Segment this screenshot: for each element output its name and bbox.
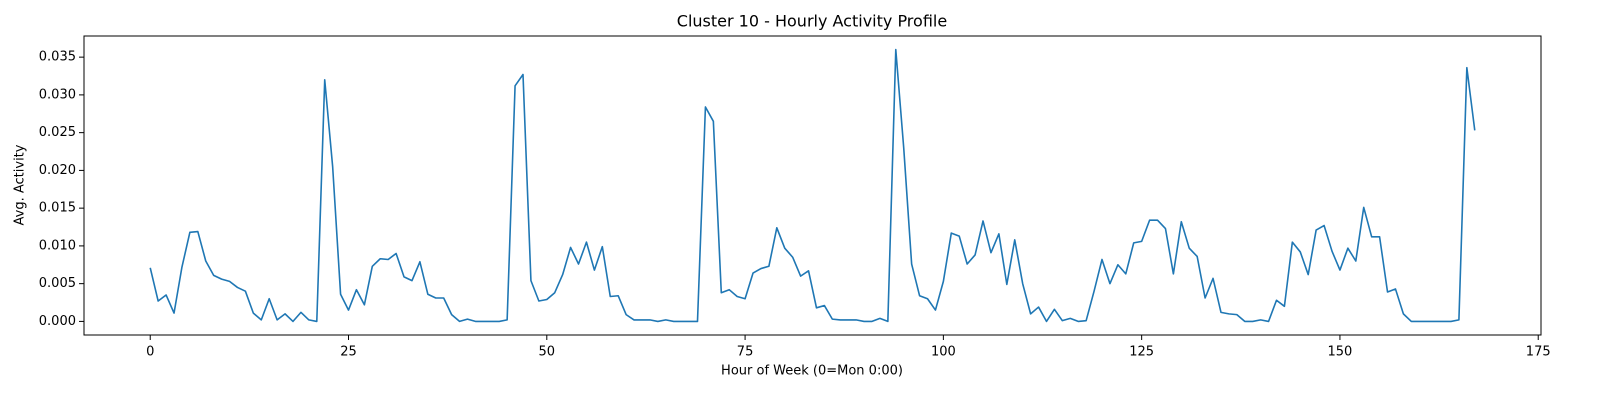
y-tick-label: 0.015 xyxy=(39,201,76,216)
x-tick-label: 175 xyxy=(1526,345,1551,360)
y-tick-label: 0.000 xyxy=(39,314,76,329)
x-tick-label: 150 xyxy=(1328,345,1353,360)
y-tick-label: 0.005 xyxy=(39,276,76,291)
x-tick-label: 125 xyxy=(1129,345,1154,360)
y-axis-label: Avg. Activity xyxy=(13,144,28,225)
y-tick-label: 0.030 xyxy=(39,87,76,102)
x-tick-label: 25 xyxy=(340,345,357,360)
y-tick-label: 0.010 xyxy=(39,238,76,253)
chart-title: Cluster 10 - Hourly Activity Profile xyxy=(677,12,947,31)
x-axis-label: Hour of Week (0=Mon 0:00) xyxy=(721,364,903,379)
y-tick-label: 0.020 xyxy=(39,163,76,178)
x-tick-label: 75 xyxy=(737,345,754,360)
plot-frame xyxy=(83,35,1542,336)
y-tick-label: 0.035 xyxy=(39,50,76,65)
x-tick-label: 0 xyxy=(146,345,154,360)
x-tick-label: 100 xyxy=(931,345,956,360)
x-tick-label: 50 xyxy=(539,345,556,360)
y-tick-label: 0.025 xyxy=(39,125,76,140)
data-line xyxy=(149,48,1476,323)
